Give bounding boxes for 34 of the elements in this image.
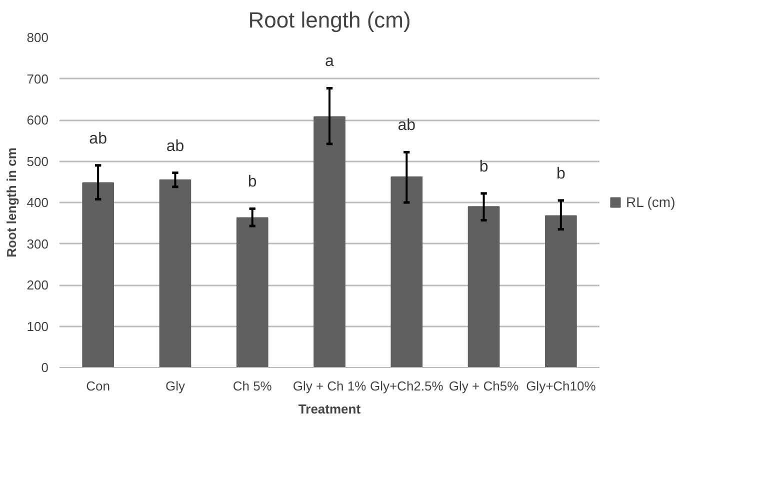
bar — [314, 116, 346, 368]
y-tick-label: 700 — [26, 71, 49, 86]
y-tick-label: 400 — [26, 195, 49, 210]
annotation: ab — [166, 138, 184, 155]
annotation: a — [325, 53, 334, 70]
x-tick-label: Gly + Ch5% — [448, 378, 520, 394]
annotation: ab — [89, 130, 108, 148]
annotation: b — [248, 174, 257, 191]
y-tick-label: 500 — [26, 154, 49, 169]
x-tick-label: Con — [86, 378, 110, 394]
bar — [236, 217, 268, 368]
bar — [468, 206, 500, 368]
x-tick-label: Gly+Ch10% — [526, 378, 596, 394]
y-axis-title: Root length in cm — [4, 148, 19, 258]
y-tick-label: 0 — [41, 360, 49, 375]
y-tick-label: 800 — [26, 30, 49, 45]
annotation: b — [556, 165, 566, 182]
bar — [390, 176, 423, 368]
x-tick-label: Ch 5% — [232, 378, 272, 394]
y-tick-label: 200 — [26, 278, 49, 292]
x-tick-label: Gly + Ch 1% — [292, 378, 367, 394]
legend-label: RL (cm) — [626, 194, 676, 210]
chart-title: Root length (cm) — [248, 8, 411, 32]
x-axis-title: Treatment — [298, 402, 362, 416]
annotation: b — [479, 158, 488, 176]
y-tick-label: 100 — [26, 318, 49, 334]
annotation: ab — [398, 117, 416, 134]
x-tick-label: Gly+Ch2.5% — [370, 378, 444, 394]
x-tick-label: Gly — [165, 378, 186, 394]
bar — [159, 179, 192, 368]
bar — [545, 215, 577, 368]
bar — [82, 182, 114, 368]
y-tick-label: 300 — [26, 236, 49, 252]
y-tick-label: 600 — [26, 112, 49, 128]
